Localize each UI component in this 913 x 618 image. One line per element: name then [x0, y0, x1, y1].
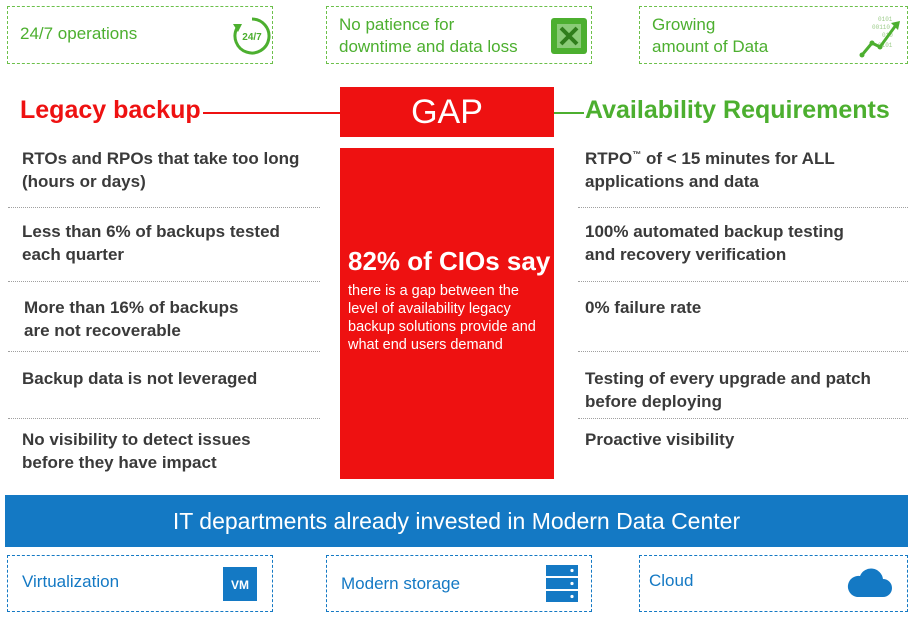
vm-icon-text: VM: [231, 578, 249, 592]
availability-item-line: applications and data: [585, 172, 759, 191]
legacy-separator: [8, 351, 320, 352]
availability-connector-line: [554, 112, 584, 114]
gap-stat: 82% of CIOs say: [348, 246, 551, 276]
legacy-item-line: are not recoverable: [24, 321, 181, 340]
legacy-item-line: Backup data is not leveraged: [22, 369, 258, 388]
legacy-separator: [8, 207, 320, 208]
legacy-item-line: More than 16% of backups: [24, 298, 239, 317]
modern-data-center-banner: IT departments already invested in Moder…: [5, 495, 908, 547]
svg-text:0101: 0101: [878, 42, 893, 49]
availability-separator: [578, 281, 908, 282]
availability-item-line: RTPO™ of < 15 minutes for ALL: [585, 147, 835, 170]
availability-item-line: Proactive visibility: [585, 430, 735, 449]
top-box-247-operations: 24/7 operations 24/7: [7, 6, 273, 64]
bottom-box-label: Virtualization: [22, 572, 120, 591]
cloud-icon: [845, 565, 893, 604]
top-box-label-line1: Growing: [652, 15, 716, 34]
legacy-backup-title: Legacy backup: [20, 96, 201, 124]
legacy-item-line: each quarter: [22, 245, 125, 264]
trademark-symbol: ™: [632, 149, 642, 160]
rtpo-text: RTPO: [585, 149, 633, 168]
growth-arrow-icon: 0101 00110 010 0101: [858, 13, 904, 64]
legacy-item-4: Backup data is not leveraged: [22, 367, 257, 390]
svg-text:00110: 00110: [872, 24, 890, 31]
availability-item-line: Testing of every upgrade and patch: [585, 369, 871, 388]
legacy-item-line: before they have impact: [22, 453, 217, 472]
availability-separator: [578, 418, 908, 419]
availability-requirements-title: Availability Requirements: [585, 96, 890, 124]
top-box-label: 24/7 operations: [20, 24, 138, 43]
legacy-item-line: No visibility to detect issues: [22, 430, 251, 449]
vm-icon: VM: [222, 566, 258, 607]
bottom-box-label: Cloud: [649, 571, 694, 590]
bottom-box-cloud: Cloud: [639, 555, 908, 612]
clock-247-text: 24/7: [242, 32, 262, 43]
top-box-no-patience: No patience for downtime and data loss: [326, 6, 592, 64]
availability-item-line: before deploying: [585, 392, 722, 411]
top-box-label-line1: No patience for: [339, 15, 455, 34]
bottom-box-label: Modern storage: [341, 574, 461, 593]
legacy-item-line: (hours or days): [22, 172, 146, 191]
legacy-separator: [8, 418, 320, 419]
legacy-item-5: No visibility to detect issues before th…: [22, 428, 251, 474]
bottom-box-virtualization: Virtualization VM: [7, 555, 273, 612]
availability-item-line: 100% automated backup testing: [585, 222, 844, 241]
clock-247-icon: 24/7: [230, 14, 274, 63]
legacy-item-3: More than 16% of backups are not recover…: [24, 296, 238, 342]
availability-item-1: RTPO™ of < 15 minutes for ALL applicatio…: [585, 147, 835, 193]
legacy-item-2: Less than 6% of backups tested each quar…: [22, 220, 280, 266]
availability-separator: [578, 351, 908, 352]
top-box-label-line2: downtime and data loss: [339, 37, 518, 56]
bottom-box-modern-storage: Modern storage: [326, 555, 592, 612]
availability-item-3: 0% failure rate: [585, 296, 701, 319]
legacy-item-line: Less than 6% of backups tested: [22, 222, 280, 241]
storage-icon: [545, 564, 579, 609]
availability-item-line: and recovery verification: [585, 245, 787, 264]
availability-item-4: Testing of every upgrade and patch befor…: [585, 367, 871, 413]
gap-column: 82% of CIOs say there is a gap between t…: [340, 148, 554, 479]
broken-box-icon: [549, 16, 589, 61]
rtpo-rest-text: of < 15 minutes for ALL: [641, 149, 835, 168]
legacy-separator: [8, 281, 320, 282]
legacy-item-1: RTOs and RPOs that take too long (hours …: [22, 147, 299, 193]
availability-item-5: Proactive visibility: [585, 428, 734, 451]
legacy-connector-line: [203, 112, 340, 114]
legacy-item-line: RTOs and RPOs that take too long: [22, 149, 300, 168]
availability-item-line: 0% failure rate: [585, 298, 702, 317]
top-box-growing-data: Growing amount of Data 0101 00110 010 01…: [639, 6, 908, 64]
gap-label: GAP: [340, 87, 554, 137]
availability-separator: [578, 207, 908, 208]
svg-text:0101: 0101: [878, 16, 893, 23]
availability-item-2: 100% automated backup testing and recove…: [585, 220, 844, 266]
gap-description: there is a gap between the level of avai…: [348, 283, 536, 353]
top-box-label-line2: amount of Data: [652, 37, 769, 56]
